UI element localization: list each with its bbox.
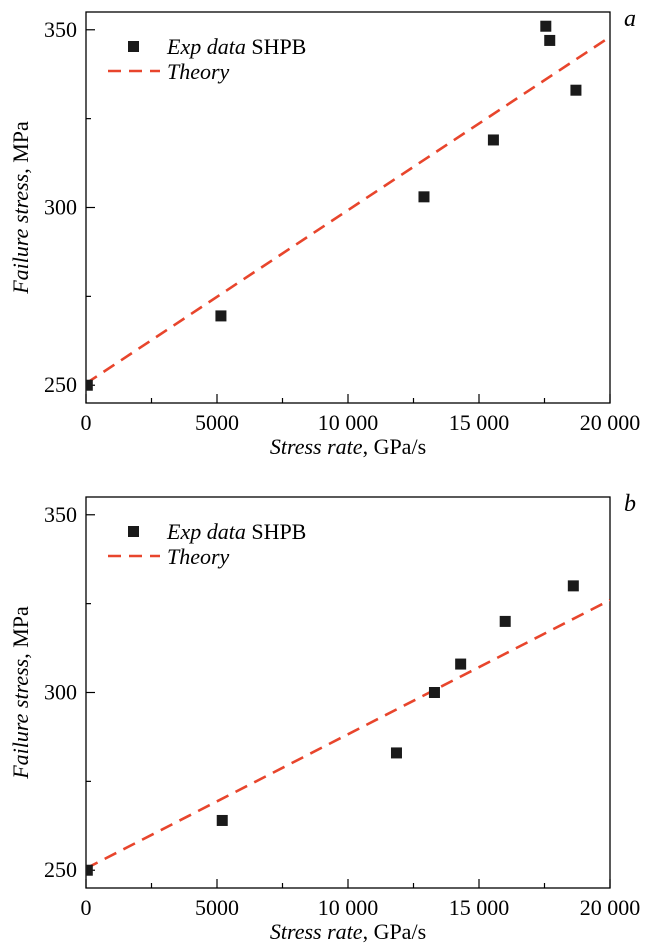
exp-data-point <box>390 747 402 759</box>
x-tick-label: 10 000 <box>318 895 379 920</box>
exp-data-point <box>487 134 499 146</box>
legend-label-exp: Exp data SHPB <box>166 519 306 544</box>
legend-marker-exp <box>128 526 139 537</box>
chart-panel-a: 0 5000 10 000 15 000 20 000 250 300 350 Stress r… <box>8 6 640 459</box>
legend-label-exp: Exp data SHPB <box>166 34 306 59</box>
legend-marker-exp <box>128 41 139 52</box>
legend-label-theory: Theory <box>167 59 230 84</box>
chart-panel-b: 0 5000 10 000 15 000 20 000 250 300 350 Stress r… <box>8 491 640 944</box>
exp-data-point <box>428 687 440 698</box>
x-tick-label: 10 000 <box>318 410 379 435</box>
exp-data-point <box>455 658 467 670</box>
panel-label: a <box>624 6 636 32</box>
y-tick-label: 350 <box>44 502 77 527</box>
x-tick-label: 5000 <box>195 895 239 920</box>
x-axis-title: Stress rate, GPa/s <box>270 434 426 459</box>
y-tick-label: 250 <box>44 372 77 397</box>
y-tick-label: 250 <box>44 857 77 882</box>
exp-data-point <box>567 580 579 592</box>
y-axis-title: Failure stress, MPa <box>8 606 33 780</box>
exp-data-point <box>570 84 582 96</box>
x-tick-label: 20 000 <box>580 410 641 435</box>
exp-data-point <box>544 34 556 46</box>
y-axis-title: Failure stress, MPa <box>8 121 33 295</box>
legend-label-theory: Theory <box>167 544 230 569</box>
x-tick-label: 15 000 <box>449 410 510 435</box>
plot-area <box>86 580 610 876</box>
x-tick-label: 0 <box>81 895 92 920</box>
exp-data-point <box>540 20 552 32</box>
plot-frame <box>85 11 611 404</box>
exp-data-point <box>86 379 93 391</box>
y-tick-label: 350 <box>44 17 77 42</box>
x-tick-label: 15 000 <box>449 895 510 920</box>
exp-data-point <box>215 310 227 322</box>
x-tick-label: 5000 <box>195 410 239 435</box>
theory-line <box>86 35 610 385</box>
x-axis-title: Stress rate, GPa/s <box>270 919 426 944</box>
x-tick-label: 0 <box>81 410 92 435</box>
y-tick-label: 300 <box>44 195 77 220</box>
theory-line <box>86 598 610 870</box>
exp-data-point <box>86 864 93 876</box>
panel-label: b <box>624 491 636 517</box>
plot-area <box>86 20 610 391</box>
y-tick-label: 300 <box>44 680 77 705</box>
exp-data-point <box>216 814 228 826</box>
exp-data-point <box>418 191 430 203</box>
x-tick-label: 20 000 <box>580 895 641 920</box>
exp-data-point <box>499 615 511 627</box>
